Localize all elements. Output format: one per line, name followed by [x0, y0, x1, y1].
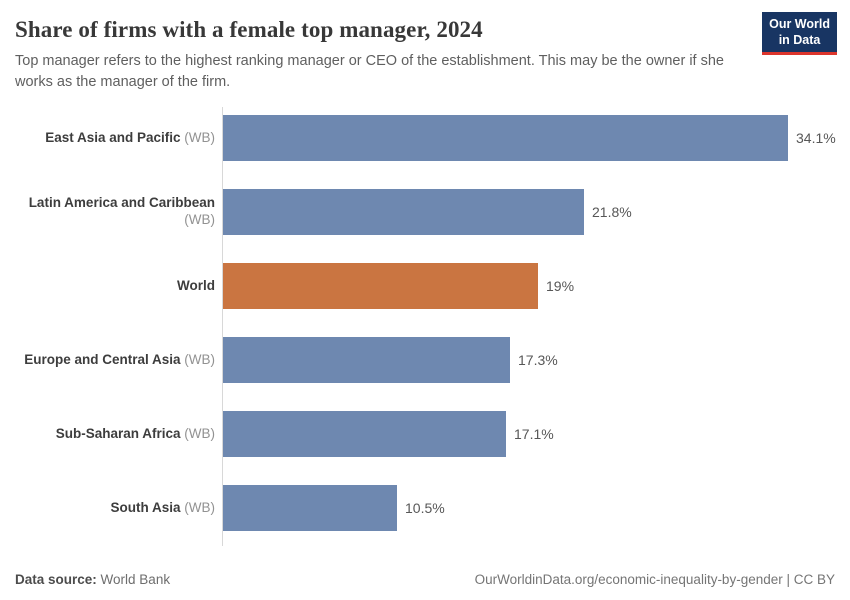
bar[interactable]: [223, 410, 506, 457]
value-label: 17.1%: [514, 425, 554, 442]
bar-rows: East Asia and Pacific (WB) 34.1% Latin A…: [15, 114, 836, 531]
owid-logo-line1: Our World: [769, 17, 830, 31]
bar-track: 19%: [223, 262, 835, 309]
entity-name: Sub-Saharan Africa: [55, 425, 181, 441]
category-label: Europe and Central Asia (WB): [15, 352, 222, 368]
bar-track: 17.1%: [223, 410, 835, 457]
chart-header: Share of firms with a female top manager…: [15, 12, 837, 93]
bar[interactable]: [223, 188, 584, 235]
category-label: World: [15, 278, 222, 294]
data-source: Data source: World Bank: [15, 572, 170, 587]
chart-subtitle: Top manager refers to the highest rankin…: [15, 52, 724, 90]
value-label: 17.3%: [518, 351, 558, 368]
bar-row: Sub-Saharan Africa (WB) 17.1%: [15, 410, 835, 457]
value-label: 19%: [546, 277, 575, 294]
bar-row: South Asia (WB) 10.5%: [15, 484, 835, 531]
entity-name: Latin America and Caribbean: [28, 195, 215, 211]
entity-name: World: [177, 277, 215, 293]
bar[interactable]: [223, 262, 538, 309]
owid-logo-line2: in Data: [778, 32, 821, 47]
bar-row: Latin America and Caribbean (WB) 21.8%: [15, 188, 835, 235]
entity-name: Europe and Central Asia: [24, 351, 181, 367]
bar-track: 21.8%: [223, 188, 835, 235]
data-source-label: Data source:: [15, 572, 97, 587]
category-label: South Asia (WB): [15, 500, 222, 516]
attribution-link[interactable]: OurWorldinData.org/economic-inequality-b…: [474, 572, 835, 587]
bar-row: East Asia and Pacific (WB) 34.1%: [15, 114, 836, 161]
entity-source-suffix: (WB): [180, 425, 215, 441]
entity-source-suffix: (WB): [180, 351, 215, 367]
bar[interactable]: [223, 114, 788, 161]
bar-row: World 19%: [15, 262, 835, 309]
data-source-value: World Bank: [100, 572, 171, 587]
page-title: Share of firms with a female top manager…: [15, 17, 483, 42]
entity-source-suffix: (WB): [184, 211, 215, 227]
category-label: Sub-Saharan Africa (WB): [15, 426, 222, 442]
category-label: Latin America and Caribbean (WB): [15, 195, 222, 227]
bar-track: 17.3%: [223, 336, 835, 383]
bar[interactable]: [223, 336, 510, 383]
value-label: 10.5%: [405, 499, 445, 516]
value-label: 21.8%: [592, 203, 632, 220]
bar[interactable]: [223, 484, 397, 531]
entity-name: South Asia: [110, 499, 181, 515]
entity-source-suffix: (WB): [180, 499, 215, 515]
value-label: 34.1%: [796, 129, 836, 146]
entity-source-suffix: (WB): [180, 129, 215, 145]
bar-row: Europe and Central Asia (WB) 17.3%: [15, 336, 835, 383]
owid-logo: Our World in Data: [762, 12, 837, 56]
bar-track: 10.5%: [223, 484, 835, 531]
bar-chart: East Asia and Pacific (WB) 34.1% Latin A…: [15, 106, 836, 546]
category-label: East Asia and Pacific (WB): [15, 130, 222, 146]
bar-track: 34.1%: [223, 114, 836, 161]
entity-name: East Asia and Pacific: [45, 129, 181, 145]
chart-footer: Data source: World Bank OurWorldinData.o…: [15, 572, 835, 587]
y-axis-line: [222, 106, 223, 546]
